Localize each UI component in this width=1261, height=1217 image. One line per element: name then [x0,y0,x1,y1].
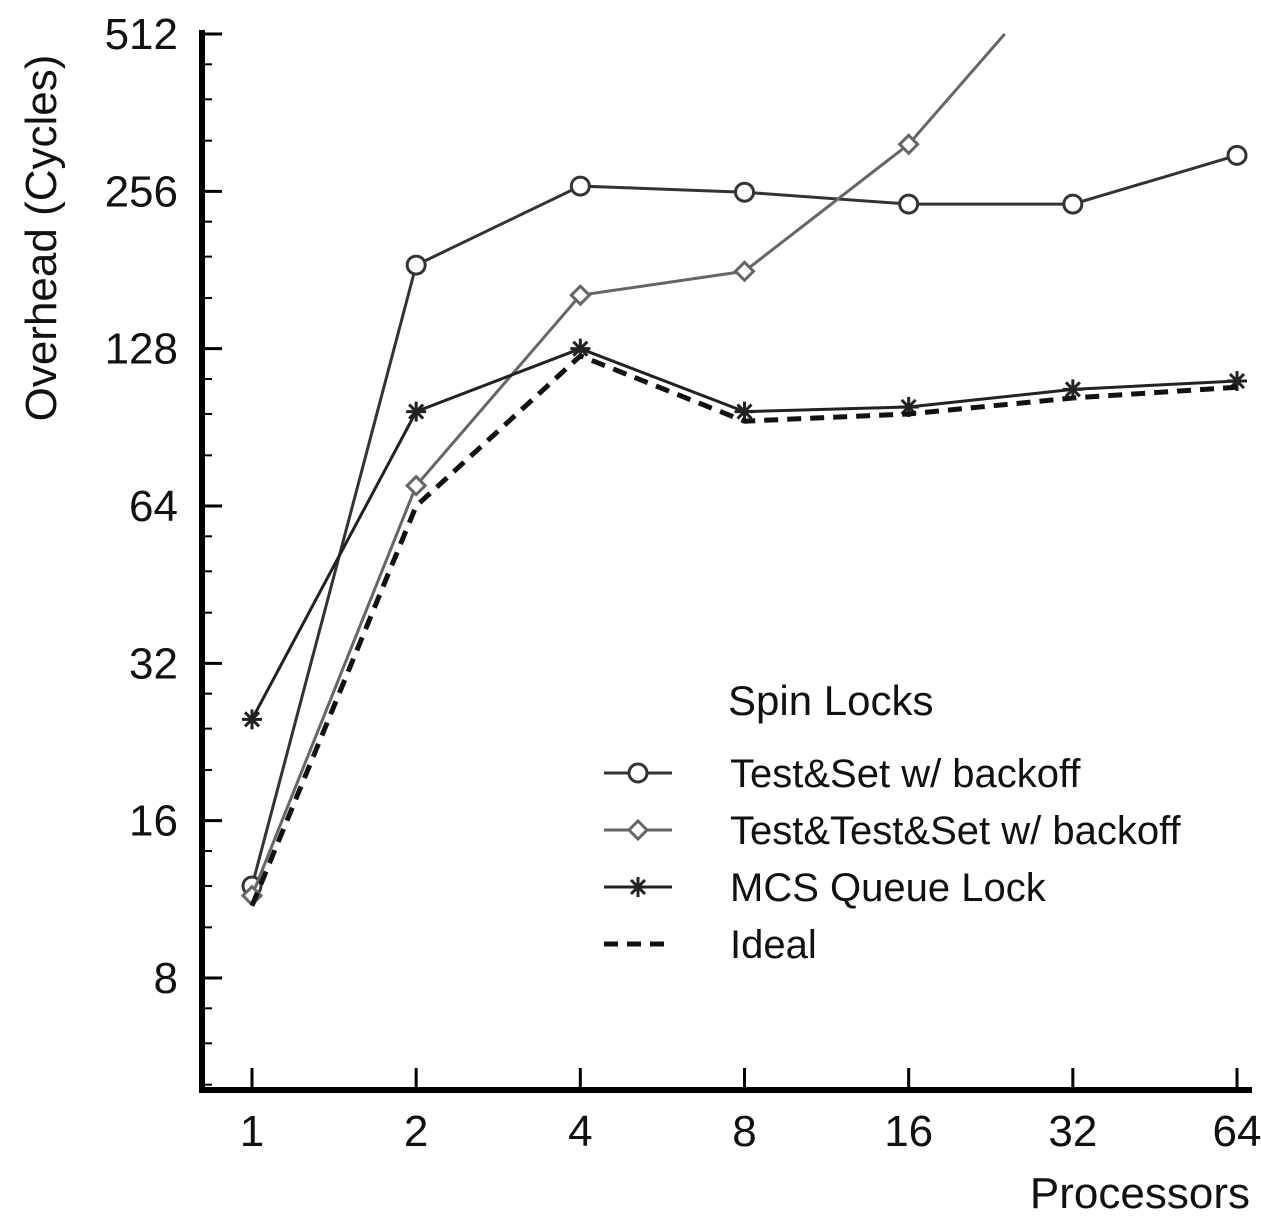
y-tick-label: 8 [154,954,178,1003]
legend-label: Ideal [730,923,817,967]
legend-marker [628,877,648,897]
data-point [569,284,592,307]
legend-label: Test&Test&Set w/ backoff [730,809,1181,853]
data-point [569,175,591,197]
data-point [733,260,756,283]
legend: Test&Set w/ backoff Test&Test&Set w/ back… [604,752,1181,967]
legend-item-mcs-queue-lock: MCS Queue Lock [604,866,1047,910]
star-stroke [900,398,917,416]
x-tick-label: 32 [1048,1107,1097,1156]
data-point [242,709,262,730]
data-point [897,133,920,156]
legend-item-test-test-set-w-backoff: Test&Test&Set w/ backoff [604,809,1181,853]
series-line [250,33,1006,897]
x-tick-label: 8 [732,1107,756,1156]
data-point [405,254,427,276]
x-tick-label: 1 [240,1107,264,1156]
legend-label: Test&Set w/ backoff [730,752,1081,796]
series-line [249,352,1238,907]
star-stroke [1064,381,1081,398]
legend-marker [626,818,650,842]
y-tick-label: 128 [105,325,178,374]
data-point [734,401,755,422]
x-tick-label: 16 [884,1107,933,1156]
legend-item-ideal: Ideal [604,923,817,967]
star-stroke [736,403,753,420]
star-stroke [243,711,261,728]
data-point [406,401,427,422]
y-tick-label: 512 [105,10,178,59]
legend-title: Spin Locks [728,677,933,724]
series-test-test-set-w-backoff [240,33,1006,907]
x-tick-label: 4 [568,1107,592,1156]
data-point [734,181,755,203]
y-tick-label: 256 [105,167,178,216]
series-ideal [249,352,1238,907]
star-stroke [629,878,647,896]
data-point [405,474,428,497]
legend-marker [627,762,649,784]
data-point [898,193,920,215]
x-tick-label: 64 [1213,1107,1261,1156]
y-tick-label: 32 [129,639,178,688]
ticks: 8 16 32 64 128 256 512 1 2 4 8 16 32 64 [105,10,1261,1156]
y-tick-label: 16 [129,797,178,846]
x-axis-title: Processors [1030,1169,1250,1217]
axes [199,30,1252,1093]
star-stroke [408,403,425,420]
data-point [1226,144,1248,166]
y-axis-title: Overhead (Cycles) [17,55,66,422]
x-tick-label: 2 [404,1107,428,1156]
data-point [1062,193,1084,215]
y-tick-label: 64 [129,482,178,531]
star-stroke [572,340,589,357]
legend-item-test-set-w-backoff: Test&Set w/ backoff [604,752,1081,796]
legend-label: MCS Queue Lock [730,866,1047,910]
series-layer [240,33,1248,907]
